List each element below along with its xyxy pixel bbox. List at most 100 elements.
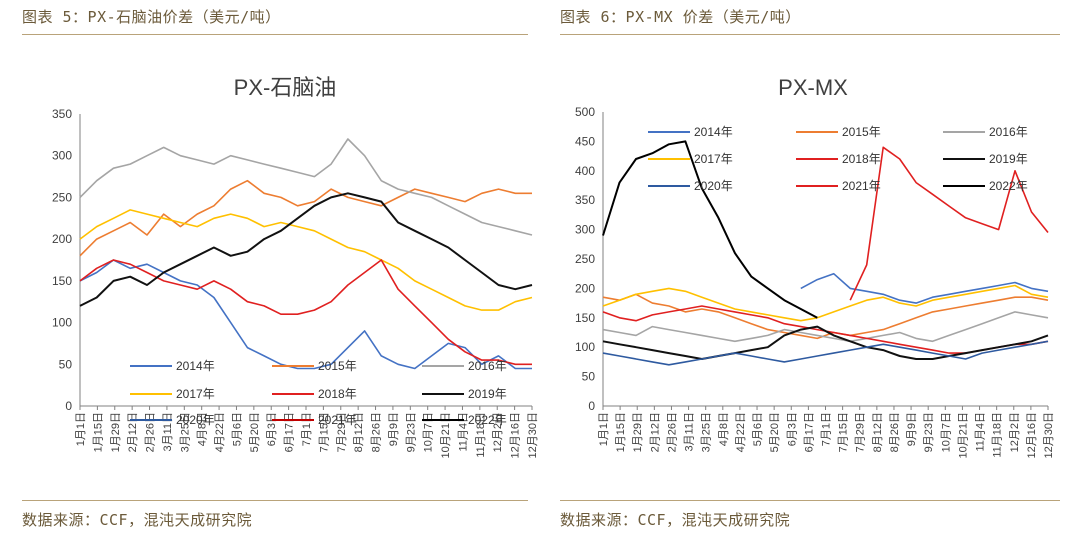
legend-label: 2021年 (318, 413, 357, 427)
series-line (602, 293, 1049, 340)
legend-label: 2014年 (694, 125, 733, 139)
x-tick-label: 8月26日 (889, 412, 901, 452)
legend-label: 2021年 (842, 179, 881, 193)
header-rule-left (22, 34, 528, 35)
legend-label: 2019年 (989, 152, 1028, 166)
series-line (79, 179, 532, 257)
x-tick-label: 11月18日 (475, 412, 487, 458)
legend-label: 2020年 (694, 179, 733, 193)
x-tick-label: 11月4日 (457, 412, 469, 452)
x-tick-label: 6月3日 (786, 412, 798, 446)
x-tick-label: 3月25日 (179, 412, 191, 452)
legend-label: 2016年 (989, 125, 1028, 139)
y-tick-label: 350 (575, 193, 595, 207)
x-tick-label: 3月11日 (684, 412, 696, 452)
x-tick-label: 1月1日 (598, 412, 610, 446)
x-tick-label: 12月2日 (492, 412, 504, 452)
x-tick-label: 1月15日 (92, 412, 104, 452)
x-tick-label: 9月23日 (405, 412, 417, 452)
x-tick-label: 4月22日 (214, 412, 226, 452)
series-line (602, 140, 818, 319)
figure-title-left: 图表 5：PX-石脑油价差（美元/吨） (22, 8, 281, 26)
x-tick-label: 9月9日 (906, 412, 918, 446)
legend-label: 2015年 (842, 125, 881, 139)
x-tick-label: 12月30日 (527, 412, 539, 458)
x-tick-label: 11月18日 (992, 412, 1004, 458)
figure-title-right: 图表 6：PX-MX 价差（美元/吨） (560, 8, 801, 26)
x-tick-label: 4月8日 (718, 412, 730, 446)
x-tick-label: 5月20日 (249, 412, 261, 452)
legend-label: 2018年 (318, 387, 357, 401)
x-tick-label: 5月6日 (231, 412, 243, 446)
x-tick-label: 7月1日 (301, 412, 313, 446)
x-tick-label: 7月29日 (855, 412, 867, 452)
x-tick-label: 1月15日 (615, 412, 627, 452)
x-tick-label: 6月17日 (803, 412, 815, 452)
x-tick-label: 2月26日 (145, 412, 157, 452)
series-line (79, 192, 533, 307)
px-mx-spread-chart: PX-MX 0 50 100 150 200 250 300 350 400 450 500 1月1日… (575, 75, 1055, 458)
px-naphtha-spread-chart: PX-石脑油 0 50 100 150 200 250 300 350 1月1日 1月15日 1月2… (52, 75, 539, 458)
footer-rule-left (22, 500, 528, 501)
x-tick-label: 12月16日 (510, 412, 522, 458)
x-tick-label: 8月12日 (872, 412, 884, 452)
y-tick-label: 50 (582, 370, 596, 384)
x-tick-label: 5月6日 (752, 412, 764, 446)
x-tick-label: 2月12日 (127, 412, 139, 452)
x-tick-label: 7月29日 (336, 412, 348, 452)
legend-label: 2017年 (176, 387, 215, 401)
series-line (79, 259, 532, 370)
legend-label: 2020年 (176, 413, 215, 427)
x-tick-label: 10月7日 (940, 412, 952, 452)
x-tick-label: 1月29日 (110, 412, 122, 452)
legend-label: 2015年 (318, 359, 357, 373)
y-tick-label: 100 (52, 316, 72, 330)
y-tick-label: 0 (588, 399, 595, 413)
series-line (800, 272, 1049, 304)
series-line (79, 138, 533, 236)
y-tick-label: 450 (575, 134, 595, 148)
y-tick-label: 150 (52, 274, 72, 288)
legend-label: 2018年 (842, 152, 881, 166)
y-tick-label: 350 (52, 107, 72, 121)
y-tick-label: 50 (59, 357, 73, 371)
x-tick-label: 3月11日 (162, 412, 174, 452)
x-tick-label: 9月23日 (923, 412, 935, 452)
x-tick-label: 2月26日 (666, 412, 678, 452)
series-line (79, 259, 532, 366)
x-tick-label: 1月29日 (632, 412, 644, 452)
x-tick-label: 4月8日 (197, 412, 209, 446)
x-tick-label: 3月25日 (701, 412, 713, 452)
x-tick-label: 8月12日 (353, 412, 365, 452)
y-tick-label: 0 (65, 399, 72, 413)
x-tick-label: 4月22日 (735, 412, 747, 452)
x-tick-label: 5月20日 (769, 412, 781, 452)
x-tick-label: 12月30日 (1043, 412, 1055, 458)
x-tick-label: 8月26日 (371, 412, 383, 452)
source-note-right: 数据来源：CCF，混沌天成研究院 (560, 511, 791, 529)
x-tick-label: 10月7日 (423, 412, 435, 452)
x-tick-label: 12月2日 (1009, 412, 1021, 452)
x-tick-label: 7月15日 (318, 412, 330, 452)
series-line (849, 146, 1049, 301)
x-tick-label: 6月3日 (266, 412, 278, 446)
y-tick-label: 300 (52, 149, 72, 163)
legend-label: 2019年 (468, 387, 507, 401)
source-note-left: 数据来源：CCF，混沌天成研究院 (22, 511, 253, 529)
x-tick-label: 10月21日 (440, 412, 452, 458)
legend-label: 2022年 (989, 179, 1028, 193)
series-line (602, 325, 1049, 360)
x-tick-label: 12月16日 (1026, 412, 1038, 458)
x-tick-label: 7月1日 (821, 412, 833, 446)
x-tick-label: 11月4日 (975, 412, 987, 452)
x-tick-label: 1月1日 (75, 412, 87, 446)
y-tick-label: 500 (575, 105, 595, 119)
y-tick-label: 400 (575, 164, 595, 178)
chart-title: PX-MX (778, 75, 848, 100)
legend-label: 2014年 (176, 359, 215, 373)
y-tick-label: 200 (52, 232, 72, 246)
footer-rule-right (560, 500, 1060, 501)
y-tick-label: 200 (575, 281, 595, 295)
x-tick-label: 9月9日 (388, 412, 400, 446)
y-tick-label: 100 (575, 340, 595, 354)
